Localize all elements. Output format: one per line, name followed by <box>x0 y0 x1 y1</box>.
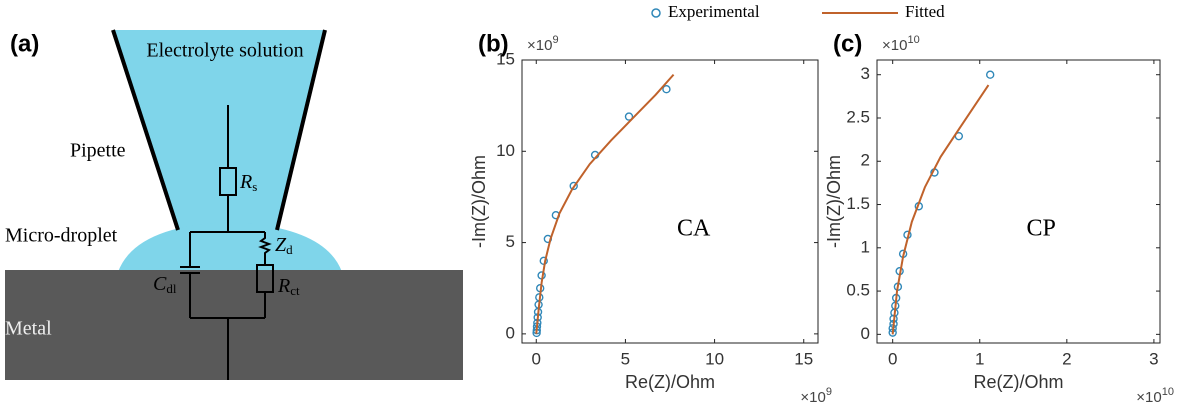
y-tick-label: 15 <box>496 49 515 68</box>
fit-line <box>891 84 990 335</box>
multiplier-exponent: 9 <box>552 34 558 46</box>
symbol: R <box>277 275 290 297</box>
plot-frame <box>521 59 819 344</box>
component: Rct <box>277 275 300 298</box>
x-tick-label: 0 <box>532 349 541 368</box>
multiplier-base: ×10 <box>527 37 552 54</box>
symbol: R <box>239 171 252 193</box>
x-tick-label: 10 <box>705 349 724 368</box>
label: Micro-droplet <box>5 225 118 247</box>
multiplier-base: ×10 <box>800 389 825 406</box>
component: Zd <box>275 234 293 257</box>
x-tick-label: 5 <box>621 349 630 368</box>
y-tick-label: 2.5 <box>846 107 870 126</box>
pipette <box>113 30 325 232</box>
x-tick-label: 1 <box>975 349 984 368</box>
annotation: CP <box>1026 215 1055 241</box>
component: Rs <box>239 171 257 194</box>
panel-label: (a) <box>10 30 39 57</box>
axis-multiplier: ×1010 <box>1136 386 1174 406</box>
metal <box>5 270 463 380</box>
data-point <box>569 181 578 191</box>
y-tick-label: 0.5 <box>846 281 870 300</box>
x-tick-label: 3 <box>1149 349 1158 368</box>
y-tick-label: 3 <box>861 64 870 83</box>
label: Pipette <box>70 140 126 162</box>
multiplier-exponent: 10 <box>907 34 919 46</box>
y-tick-label: 1.5 <box>846 194 870 213</box>
multiplier-exponent: 10 <box>1162 386 1174 398</box>
legend-label: Fitted <box>905 2 945 21</box>
x-tick-label: 15 <box>794 349 813 368</box>
panel-label: (c) <box>833 30 862 57</box>
multiplier-exponent: 9 <box>826 386 832 398</box>
y-tick-label: 2 <box>861 151 870 170</box>
annotation: CA <box>677 215 711 241</box>
axis-multiplier: ×109 <box>527 34 559 54</box>
fit-line <box>535 73 675 334</box>
multiplier-base: ×10 <box>1136 389 1161 406</box>
axis-multiplier: ×109 <box>800 386 832 406</box>
label: Metal <box>5 318 52 340</box>
x-axis-label: Re(Z)/Ohm <box>974 372 1064 392</box>
y-tick-label: 5 <box>506 232 515 251</box>
multiplier-base: ×10 <box>882 37 907 54</box>
symbol: C <box>153 273 167 295</box>
subscript: s <box>252 179 257 194</box>
subscript: dl <box>166 281 177 296</box>
y-axis-label: -Im(Z)/Ohm <box>469 155 489 248</box>
data-point <box>662 85 671 94</box>
data-point <box>986 70 995 79</box>
axis-multiplier: ×1010 <box>882 34 920 54</box>
y-tick-label: 1 <box>861 237 870 256</box>
x-tick-label: 0 <box>888 349 897 368</box>
droplet <box>118 222 342 272</box>
x-axis-label: Re(Z)/Ohm <box>625 372 715 392</box>
pipette-wall <box>275 29 327 231</box>
y-tick-label: 0 <box>506 323 515 342</box>
legend-marker <box>651 8 661 18</box>
plot-frame <box>876 59 1161 344</box>
x-tick-label: 2 <box>1062 349 1071 368</box>
y-tick-label: 10 <box>496 141 515 160</box>
component: Cdl <box>153 273 177 296</box>
legend-label: Experimental <box>668 2 760 21</box>
subscript: ct <box>290 283 300 298</box>
panel-label: (b) <box>478 30 509 57</box>
y-tick-label: 0 <box>861 324 870 343</box>
data-point <box>624 112 634 121</box>
circuit <box>180 105 274 380</box>
pipette-wall <box>111 29 180 231</box>
subscript: d <box>286 242 293 257</box>
symbol: Z <box>275 234 287 256</box>
y-axis-label: -Im(Z)/Ohm <box>824 155 844 248</box>
label: Electrolyte solution <box>146 40 303 62</box>
